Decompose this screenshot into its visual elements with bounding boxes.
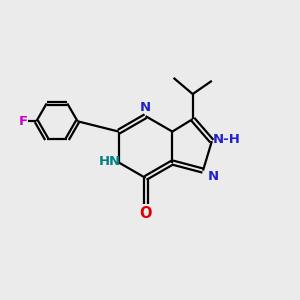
Text: N: N xyxy=(208,170,219,183)
Text: O: O xyxy=(139,206,152,221)
Text: F: F xyxy=(19,115,28,128)
Text: N: N xyxy=(109,154,120,167)
Text: N: N xyxy=(140,101,151,114)
Text: H: H xyxy=(98,154,110,167)
Text: N-H: N-H xyxy=(213,133,241,146)
